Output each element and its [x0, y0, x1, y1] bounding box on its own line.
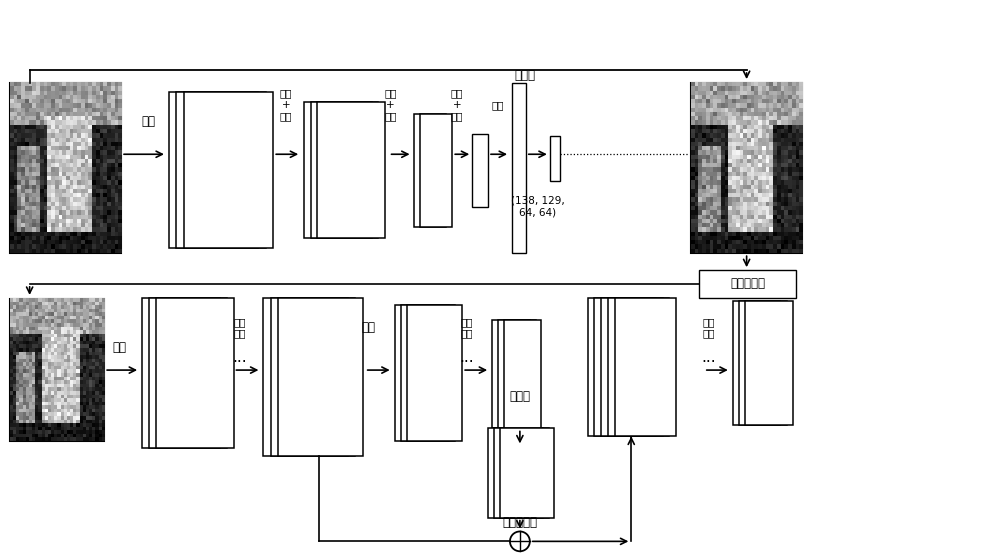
Bar — [601, 298, 663, 436]
Text: ...: ... — [460, 350, 474, 365]
Text: 卷积: 卷积 — [112, 341, 126, 354]
Bar — [311, 102, 378, 238]
Bar — [500, 429, 554, 518]
Bar — [691, 83, 802, 253]
Text: (138, 129,
64, 64): (138, 129, 64, 64) — [511, 196, 565, 218]
Bar — [498, 320, 536, 429]
Text: 图像裁剪层: 图像裁剪层 — [730, 277, 765, 291]
Bar — [472, 134, 488, 206]
Bar — [615, 298, 676, 436]
Text: 卷积
+
池化: 卷积 + 池化 — [451, 88, 463, 121]
Bar — [317, 102, 385, 238]
Bar — [594, 298, 656, 436]
Text: ...: ... — [702, 350, 716, 365]
Bar — [184, 92, 273, 248]
Bar — [745, 301, 793, 425]
Bar — [395, 305, 449, 441]
Bar — [699, 270, 796, 298]
Bar — [504, 320, 541, 429]
Bar — [588, 298, 649, 436]
Bar — [176, 92, 266, 248]
Bar — [733, 301, 780, 425]
Text: 特征图并联: 特征图并联 — [502, 516, 537, 529]
Bar — [407, 305, 462, 441]
Bar — [10, 299, 104, 441]
Bar — [278, 298, 363, 456]
Text: 卷积: 卷积 — [141, 115, 155, 128]
Bar — [512, 83, 526, 253]
Text: 卷积: 卷积 — [492, 100, 504, 110]
Text: 多重
卷积: 多重 卷积 — [233, 317, 246, 338]
Bar — [142, 298, 220, 448]
Bar — [263, 298, 348, 456]
Text: 多重
卷积: 多重 卷积 — [703, 317, 715, 338]
Text: 多重
卷积: 多重 卷积 — [461, 317, 473, 338]
Text: 全连接: 全连接 — [514, 69, 535, 81]
Bar — [608, 298, 669, 436]
Text: 反卷积: 反卷积 — [509, 390, 530, 403]
Bar — [550, 137, 560, 181]
Bar — [271, 298, 355, 456]
Bar — [169, 92, 258, 248]
Bar — [739, 301, 787, 425]
Text: ...: ... — [232, 350, 247, 365]
Bar — [156, 298, 234, 448]
Bar — [414, 114, 446, 227]
Bar — [149, 298, 227, 448]
Bar — [304, 102, 372, 238]
Bar — [488, 429, 543, 518]
Bar — [10, 83, 121, 253]
Bar — [401, 305, 455, 441]
Bar — [494, 429, 549, 518]
Bar — [492, 320, 530, 429]
Bar — [420, 114, 452, 227]
Text: 卷积
+
池化: 卷积 + 池化 — [280, 88, 292, 121]
Text: 卷积
+
池化: 卷积 + 池化 — [384, 88, 397, 121]
Text: 池化: 池化 — [362, 321, 376, 334]
